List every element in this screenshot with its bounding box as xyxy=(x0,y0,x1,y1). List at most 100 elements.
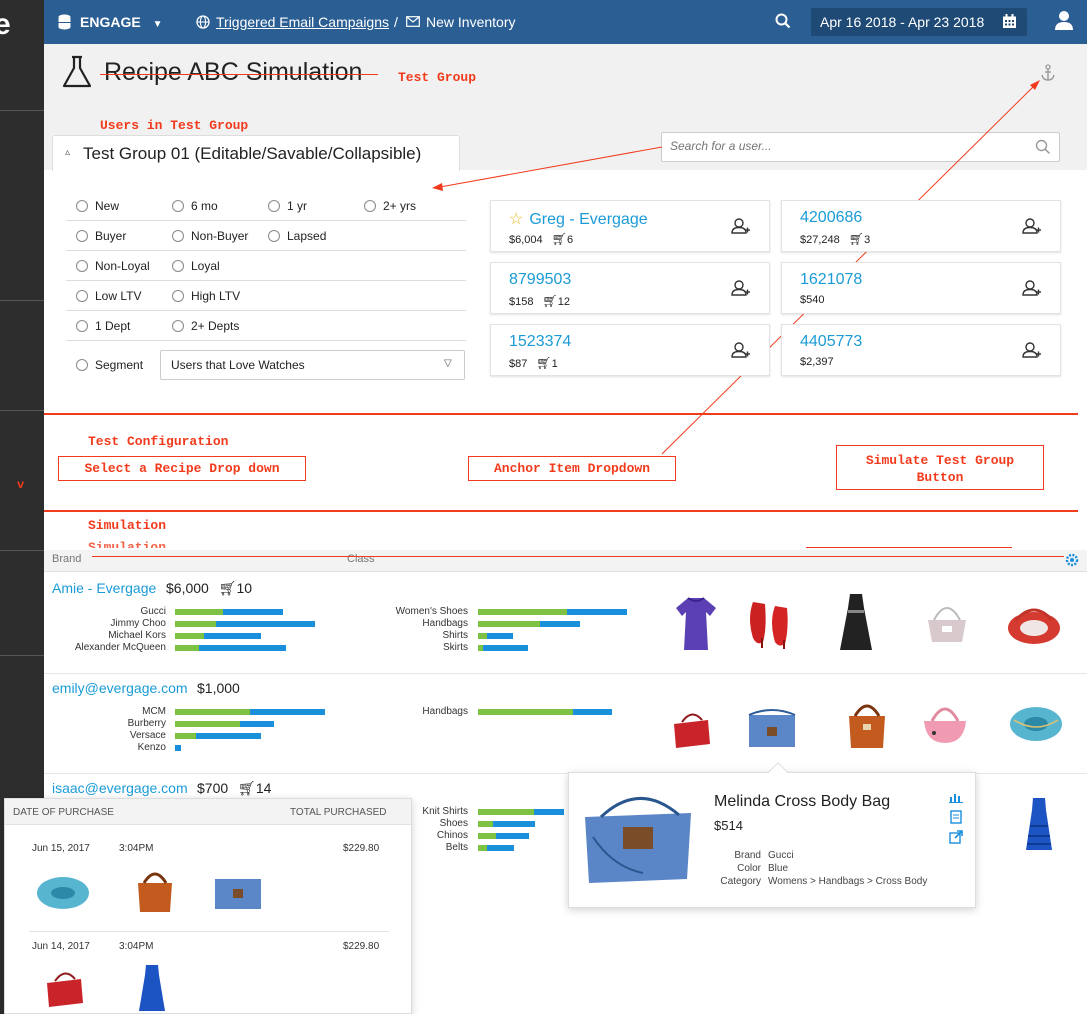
radio-button[interactable] xyxy=(76,260,88,272)
cart-icon: 🛒︎ xyxy=(542,294,558,308)
user-card-name[interactable]: ☆ Greg - Evergage xyxy=(509,209,648,229)
simulation-user-name[interactable]: Amie - Evergage xyxy=(52,580,157,596)
date-range-picker[interactable]: Apr 16 2018 - Apr 23 2018 xyxy=(811,8,1027,36)
radio-button[interactable] xyxy=(76,320,88,332)
radio-button[interactable] xyxy=(76,200,88,212)
radio-button[interactable] xyxy=(76,359,88,371)
class-bar-green xyxy=(478,645,483,651)
document-icon[interactable] xyxy=(950,810,962,824)
test-group-tab[interactable]: ▵ Test Group 01 (Editable/Savable/Collap… xyxy=(52,135,460,171)
filter-option[interactable]: 2+ Depts xyxy=(172,319,239,333)
radio-button[interactable] xyxy=(172,320,184,332)
user-search-input[interactable] xyxy=(670,139,1010,153)
add-user-icon[interactable] xyxy=(1022,340,1042,360)
search-icon[interactable] xyxy=(775,13,791,29)
column-class: Class xyxy=(347,553,375,565)
filter-option-label: 1 Dept xyxy=(95,319,131,333)
product-switcher[interactable]: ENGAGE ▼ xyxy=(80,14,162,30)
filter-option[interactable]: 1 Dept xyxy=(76,319,130,333)
filter-option[interactable]: 6 mo xyxy=(172,199,218,213)
product-thumbnail-blue-bag[interactable] xyxy=(745,705,799,751)
radio-button[interactable] xyxy=(364,200,376,212)
filter-option[interactable]: Buyer xyxy=(76,229,126,243)
product-thumbnail-shoes[interactable] xyxy=(745,598,797,650)
user-card[interactable]: ☆ Greg - Evergage $6,004 🛒︎6 xyxy=(490,200,770,252)
user-card-name[interactable]: 1523374 xyxy=(509,333,571,351)
user-card[interactable]: 4405773 $2,397 xyxy=(781,324,1061,376)
purchase-thumbnail-blue-bag[interactable] xyxy=(211,871,265,913)
bar-chart-icon[interactable] xyxy=(949,791,963,803)
filter-option-label: Non-Buyer xyxy=(191,229,249,243)
product-thumbnail-pink-bag[interactable] xyxy=(920,695,970,747)
filter-option[interactable]: New xyxy=(76,199,119,213)
class-bar-blue xyxy=(572,709,612,715)
radio-button[interactable] xyxy=(172,260,184,272)
purchase-thumbnail-teal-bag[interactable] xyxy=(35,871,91,913)
radio-button[interactable] xyxy=(172,290,184,302)
filter-option[interactable]: Non-Buyer xyxy=(172,229,248,243)
simulation-user-amount: $6,000 🛒︎10 xyxy=(166,580,252,597)
purchase-thumbnail-blue-dress[interactable] xyxy=(137,963,167,1013)
product-thumbnail-red-bag[interactable] xyxy=(1006,600,1062,648)
brand-label: MCM xyxy=(142,706,166,717)
filter-option[interactable]: Non-Loyal xyxy=(76,259,150,273)
user-search[interactable] xyxy=(661,132,1060,162)
product-thumbnail-silver-bag[interactable] xyxy=(922,600,972,648)
radio-button[interactable] xyxy=(268,230,280,242)
user-card-count: 12 xyxy=(557,296,571,308)
radio-button[interactable] xyxy=(76,230,88,242)
radio-button[interactable] xyxy=(268,200,280,212)
user-card[interactable]: 8799503 $158 🛒︎12 xyxy=(490,262,770,314)
product-thumbnail-dress[interactable] xyxy=(672,596,720,652)
product-thumbnail-brown-bag[interactable] xyxy=(845,696,889,752)
annotation-simulation: Simulation xyxy=(88,518,167,533)
add-user-icon[interactable] xyxy=(731,216,751,236)
brand-bar-blue xyxy=(199,645,286,651)
purchase-thumbnail-red-clutch[interactable] xyxy=(41,967,87,1011)
product-thumbnail-teal-bag[interactable] xyxy=(1008,700,1064,744)
user-card-name[interactable]: 1621078 xyxy=(800,271,862,289)
magnifier-icon[interactable] xyxy=(1035,139,1051,155)
user-card[interactable]: 4200686 $27,248 🛒︎3 xyxy=(781,200,1061,252)
segment-select[interactable]: Users that Love Watches ▽ xyxy=(160,350,465,380)
segment-radio[interactable]: Segment xyxy=(76,358,143,372)
user-card-name[interactable]: 4405773 xyxy=(800,333,862,351)
brand-bar-blue xyxy=(223,609,283,615)
purchase-thumbnail-brown-bag[interactable] xyxy=(135,865,175,915)
filter-option[interactable]: 2+ yrs xyxy=(364,199,416,213)
popup-attr-values: Gucci Blue Womens > Handbags > Cross Bod… xyxy=(768,849,927,888)
simulation-user-name[interactable]: isaac@evergage.com xyxy=(52,780,188,796)
gear-icon[interactable] xyxy=(1065,553,1079,567)
radio-button[interactable] xyxy=(172,200,184,212)
user-card[interactable]: 1523374 $87 🛒︎1 xyxy=(490,324,770,376)
user-card-meta: $2,397 xyxy=(800,356,834,368)
add-user-icon[interactable] xyxy=(731,278,751,298)
filter-option[interactable]: High LTV xyxy=(172,289,240,303)
external-link-icon[interactable] xyxy=(949,830,963,844)
breadcrumb-link[interactable]: Triggered Email Campaigns xyxy=(216,14,389,30)
radio-button[interactable] xyxy=(76,290,88,302)
add-user-icon[interactable] xyxy=(1022,278,1042,298)
sidebar-divider xyxy=(0,300,44,301)
user-card-name[interactable]: 8799503 xyxy=(509,271,571,289)
brand-label: Brand xyxy=(734,850,761,861)
add-user-icon[interactable] xyxy=(731,340,751,360)
add-user-icon[interactable] xyxy=(1022,216,1042,236)
product-thumbnail-blue-dress[interactable] xyxy=(1024,796,1054,852)
product-thumbnail-red-clutch[interactable] xyxy=(668,706,714,752)
user-card[interactable]: 1621078 $540 xyxy=(781,262,1061,314)
product-thumbnail-black-dress[interactable] xyxy=(836,592,876,652)
brand-bar-green xyxy=(175,633,204,639)
user-icon[interactable] xyxy=(1054,10,1074,32)
filter-option[interactable]: Low LTV xyxy=(76,289,141,303)
user-card-name[interactable]: 4200686 xyxy=(800,209,862,227)
filter-option[interactable]: 1 yr xyxy=(268,199,307,213)
filter-option[interactable]: Loyal xyxy=(172,259,220,273)
anchor-icon[interactable] xyxy=(1040,64,1056,82)
filter-option[interactable]: Lapsed xyxy=(268,229,326,243)
class-label: Skirts xyxy=(443,642,468,653)
simulation-user-name[interactable]: emily@evergage.com xyxy=(52,680,188,696)
class-label: Handbags xyxy=(422,618,468,629)
annotation-test-configuration: Test Configuration xyxy=(88,434,229,449)
radio-button[interactable] xyxy=(172,230,184,242)
